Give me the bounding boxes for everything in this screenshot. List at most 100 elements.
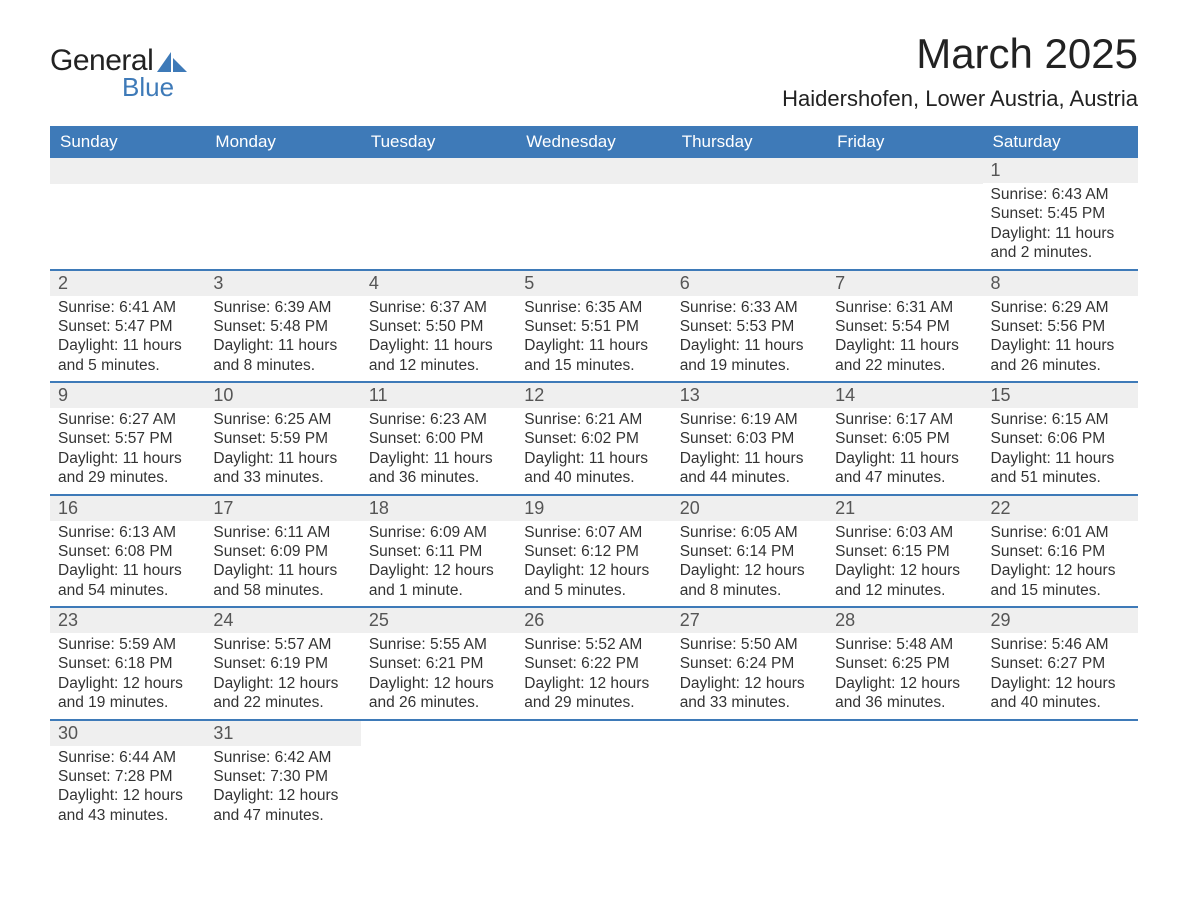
- day-number: 25: [361, 608, 516, 633]
- sunset-line: Sunset: 6:16 PM: [991, 542, 1130, 561]
- sunrise-line: Sunrise: 6:15 AM: [991, 410, 1130, 429]
- day-number-empty: [983, 721, 1138, 747]
- weekday-header: Saturday: [983, 126, 1138, 158]
- sunrise-line: Sunrise: 6:35 AM: [524, 298, 663, 317]
- sunrise-line: Sunrise: 6:37 AM: [369, 298, 508, 317]
- day-number: 22: [983, 496, 1138, 521]
- daylight-line: Daylight: 12 hours and 40 minutes.: [991, 674, 1130, 713]
- day-body: Sunrise: 6:44 AMSunset: 7:28 PMDaylight:…: [50, 746, 205, 832]
- day-number: 21: [827, 496, 982, 521]
- calendar-cell: 26Sunrise: 5:52 AMSunset: 6:22 PMDayligh…: [516, 607, 671, 720]
- sunset-line: Sunset: 6:22 PM: [524, 654, 663, 673]
- day-number: 3: [205, 271, 360, 296]
- daylight-line: Daylight: 12 hours and 8 minutes.: [680, 561, 819, 600]
- sunrise-line: Sunrise: 5:52 AM: [524, 635, 663, 654]
- calendar-cell: 23Sunrise: 5:59 AMSunset: 6:18 PMDayligh…: [50, 607, 205, 720]
- day-number: 23: [50, 608, 205, 633]
- daylight-line: Daylight: 12 hours and 12 minutes.: [835, 561, 974, 600]
- sunset-line: Sunset: 6:24 PM: [680, 654, 819, 673]
- weekday-header: Tuesday: [361, 126, 516, 158]
- day-number: 14: [827, 383, 982, 408]
- sunset-line: Sunset: 5:54 PM: [835, 317, 974, 336]
- sunrise-line: Sunrise: 6:09 AM: [369, 523, 508, 542]
- day-number-empty: [672, 158, 827, 184]
- calendar-cell: 13Sunrise: 6:19 AMSunset: 6:03 PMDayligh…: [672, 382, 827, 495]
- day-number-empty: [361, 158, 516, 184]
- weekday-header: Thursday: [672, 126, 827, 158]
- sunrise-line: Sunrise: 6:07 AM: [524, 523, 663, 542]
- calendar-cell: 10Sunrise: 6:25 AMSunset: 5:59 PMDayligh…: [205, 382, 360, 495]
- calendar-cell: 5 Sunrise: 6:35 AMSunset: 5:51 PMDaylight…: [516, 270, 671, 383]
- daylight-line: Daylight: 12 hours and 33 minutes.: [680, 674, 819, 713]
- calendar-cell: 3Sunrise: 6:39 AMSunset: 5:48 PMDaylight…: [205, 270, 360, 383]
- calendar-cell: 20Sunrise: 6:05 AMSunset: 6:14 PMDayligh…: [672, 495, 827, 608]
- sunset-line: Sunset: 5:59 PM: [213, 429, 352, 448]
- day-body: Sunrise: 6:29 AMSunset: 5:56 PMDaylight:…: [983, 296, 1138, 382]
- day-body: Sunrise: 6:13 AMSunset: 6:08 PMDaylight:…: [50, 521, 205, 607]
- calendar-cell: [827, 158, 982, 270]
- day-body: Sunrise: 6:37 AMSunset: 5:50 PMDaylight:…: [361, 296, 516, 382]
- calendar-cell: 29Sunrise: 5:46 AMSunset: 6:27 PMDayligh…: [983, 607, 1138, 720]
- day-number-empty: [205, 158, 360, 184]
- daylight-line: Daylight: 11 hours and 58 minutes.: [213, 561, 352, 600]
- daylight-line: Daylight: 11 hours and 5 minutes.: [58, 336, 197, 375]
- sunrise-line: Sunrise: 5:59 AM: [58, 635, 197, 654]
- sunset-line: Sunset: 6:19 PM: [213, 654, 352, 673]
- daylight-line: Daylight: 11 hours and 15 minutes.: [524, 336, 663, 375]
- day-body: Sunrise: 5:59 AMSunset: 6:18 PMDaylight:…: [50, 633, 205, 719]
- day-body: Sunrise: 6:31 AMSunset: 5:54 PMDaylight:…: [827, 296, 982, 382]
- calendar-cell: 4Sunrise: 6:37 AMSunset: 5:50 PMDaylight…: [361, 270, 516, 383]
- sunrise-line: Sunrise: 6:21 AM: [524, 410, 663, 429]
- day-body: Sunrise: 6:03 AMSunset: 6:15 PMDaylight:…: [827, 521, 982, 607]
- calendar-row: 30Sunrise: 6:44 AMSunset: 7:28 PMDayligh…: [50, 720, 1138, 832]
- calendar-cell: 27Sunrise: 5:50 AMSunset: 6:24 PMDayligh…: [672, 607, 827, 720]
- sunset-line: Sunset: 5:51 PM: [524, 317, 663, 336]
- sunrise-line: Sunrise: 6:03 AM: [835, 523, 974, 542]
- calendar-cell: 19Sunrise: 6:07 AMSunset: 6:12 PMDayligh…: [516, 495, 671, 608]
- day-number: 29: [983, 608, 1138, 633]
- daylight-line: Daylight: 12 hours and 22 minutes.: [213, 674, 352, 713]
- day-body: Sunrise: 6:17 AMSunset: 6:05 PMDaylight:…: [827, 408, 982, 494]
- day-body: Sunrise: 6:11 AMSunset: 6:09 PMDaylight:…: [205, 521, 360, 607]
- calendar-table: SundayMondayTuesdayWednesdayThursdayFrid…: [50, 126, 1138, 831]
- day-number: 2: [50, 271, 205, 296]
- day-number-empty: [827, 721, 982, 747]
- day-number: 18: [361, 496, 516, 521]
- day-body: Sunrise: 6:19 AMSunset: 6:03 PMDaylight:…: [672, 408, 827, 494]
- weekday-header: Friday: [827, 126, 982, 158]
- sunset-line: Sunset: 5:50 PM: [369, 317, 508, 336]
- day-number: 24: [205, 608, 360, 633]
- day-body: Sunrise: 6:23 AMSunset: 6:00 PMDaylight:…: [361, 408, 516, 494]
- calendar-cell: 16Sunrise: 6:13 AMSunset: 6:08 PMDayligh…: [50, 495, 205, 608]
- day-body: Sunrise: 6:25 AMSunset: 5:59 PMDaylight:…: [205, 408, 360, 494]
- day-number: 16: [50, 496, 205, 521]
- sunrise-line: Sunrise: 6:39 AM: [213, 298, 352, 317]
- day-number: 7: [827, 271, 982, 296]
- sunrise-line: Sunrise: 6:43 AM: [991, 185, 1130, 204]
- month-title: March 2025: [782, 30, 1138, 78]
- sunrise-line: Sunrise: 6:33 AM: [680, 298, 819, 317]
- sunset-line: Sunset: 6:02 PM: [524, 429, 663, 448]
- day-number-empty: [361, 721, 516, 747]
- sunrise-line: Sunrise: 6:11 AM: [213, 523, 352, 542]
- day-number-empty: [672, 721, 827, 747]
- sunrise-line: Sunrise: 6:23 AM: [369, 410, 508, 429]
- calendar-cell: [983, 720, 1138, 832]
- day-number: 28: [827, 608, 982, 633]
- calendar-cell: [827, 720, 982, 832]
- calendar-cell: 11Sunrise: 6:23 AMSunset: 6:00 PMDayligh…: [361, 382, 516, 495]
- day-body: Sunrise: 6:43 AMSunset: 5:45 PMDaylight:…: [983, 183, 1138, 269]
- daylight-line: Daylight: 12 hours and 43 minutes.: [58, 786, 197, 825]
- sunset-line: Sunset: 7:28 PM: [58, 767, 197, 786]
- day-number: 20: [672, 496, 827, 521]
- day-number: 12: [516, 383, 671, 408]
- calendar-header-row: SundayMondayTuesdayWednesdayThursdayFrid…: [50, 126, 1138, 158]
- day-number: 4: [361, 271, 516, 296]
- sunrise-line: Sunrise: 6:29 AM: [991, 298, 1130, 317]
- calendar-cell: 1Sunrise: 6:43 AMSunset: 5:45 PMDaylight…: [983, 158, 1138, 270]
- day-number: 5: [516, 271, 671, 296]
- day-body: Sunrise: 5:46 AMSunset: 6:27 PMDaylight:…: [983, 633, 1138, 719]
- daylight-line: Daylight: 11 hours and 8 minutes.: [213, 336, 352, 375]
- calendar-cell: 28Sunrise: 5:48 AMSunset: 6:25 PMDayligh…: [827, 607, 982, 720]
- day-number-empty: [827, 158, 982, 184]
